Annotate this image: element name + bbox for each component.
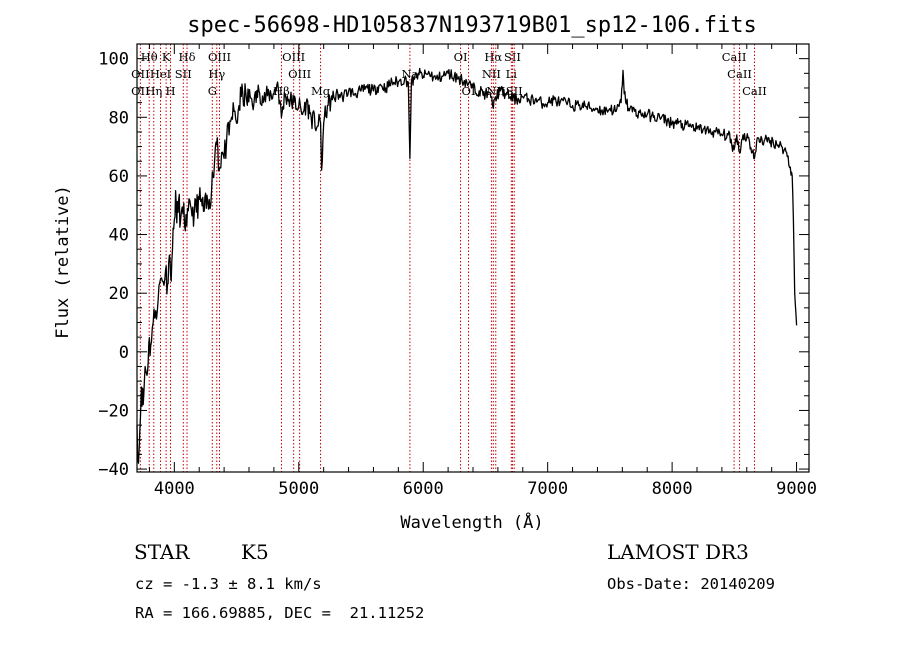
x-tick-label: 5000 <box>278 479 319 499</box>
x-tick-label: 6000 <box>403 479 444 499</box>
y-axis-label: Flux (relative) <box>53 185 73 339</box>
spectral-line-label: OII <box>131 67 150 81</box>
x-tick-label: 9000 <box>776 479 817 499</box>
x-tick-label: 8000 <box>652 479 693 499</box>
y-tick-label: 80 <box>109 108 129 128</box>
spectrum-line <box>136 67 798 464</box>
spectral-line-label: SII <box>506 84 523 98</box>
chart-title: spec-56698-HD105837N193719B01_sp12-106.f… <box>187 13 757 38</box>
spectral-line-label: CaII <box>722 50 747 64</box>
spectral-line-label: H <box>165 84 175 98</box>
coordinates: RA = 166.69885, DEC = 21.11252 <box>135 604 425 622</box>
spectral-line-label: Hγ <box>208 67 225 81</box>
y-tick-label: 20 <box>109 284 129 304</box>
x-axis-label: Wavelength (Å) <box>400 511 543 533</box>
spectral-line-label: G <box>208 84 217 98</box>
spectral-line-label: NII <box>482 67 501 81</box>
spectral-line-label: OIII <box>282 50 305 64</box>
x-axis: 4000 5000 6000 7000 8000 9000 <box>148 44 817 499</box>
redshift-info: cz = -1.3 ± 8.1 km/s <box>135 575 322 593</box>
x-tick-label: 7000 <box>527 479 568 499</box>
spectral-line-label: Hη <box>145 84 162 98</box>
spectral-line-label: OIII <box>208 50 231 64</box>
obs-date: Obs-Date: 20140209 <box>607 575 775 593</box>
y-tick-label: −20 <box>98 401 129 421</box>
spectral-line-label: Hβ <box>273 84 290 98</box>
spectral-line-label: Mg <box>311 84 331 98</box>
spectral-line-label: SII <box>504 50 521 64</box>
spectral-subclass: K5 <box>241 540 269 564</box>
y-tick-label: 60 <box>109 167 129 187</box>
survey-label: LAMOST DR3 <box>607 540 749 564</box>
y-tick-label: −40 <box>98 460 129 480</box>
spectral-line-label: OII <box>131 84 150 98</box>
y-tick-label: 40 <box>109 226 129 246</box>
y-tick-label: 0 <box>119 343 129 363</box>
spectral-line-label: Li <box>506 67 518 81</box>
y-tick-label: 100 <box>98 50 129 70</box>
spectral-line-label: SII <box>175 67 192 81</box>
spectral-line-label: CaII <box>727 67 752 81</box>
spectral-line-label: HeI <box>150 67 171 81</box>
spectral-line-label: OIII <box>288 67 311 81</box>
x-tick-label: 4000 <box>154 479 195 499</box>
y-axis: −40 −20 0 20 40 60 80 100 <box>98 50 809 480</box>
spectral-line-label: OI <box>454 50 468 64</box>
spectral-line-label: Hθ <box>141 50 158 64</box>
spectral-line-label: K <box>162 50 171 64</box>
spectral-line-label: Hδ <box>179 50 196 64</box>
spectral-line-label: Hα <box>484 50 502 64</box>
object-class: STAR <box>134 540 190 564</box>
spectral-line-label: CaII <box>742 84 767 98</box>
plot-frame <box>136 43 810 473</box>
